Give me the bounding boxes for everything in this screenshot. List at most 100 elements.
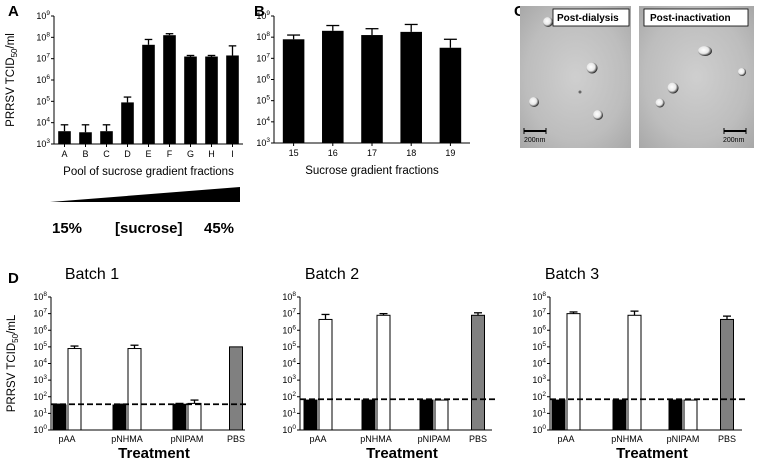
micrograph-left-label-box	[552, 8, 630, 27]
virus-particle	[543, 17, 553, 27]
x-tick-label: PBS	[718, 434, 736, 444]
y-tick-label: 106	[36, 74, 50, 85]
bar	[282, 39, 305, 143]
chart-a: 103 104 105 106 107 108 109 A B C D E F G H I PRRSV TCID…	[5, 10, 243, 178]
y-tick-label: 108	[532, 291, 546, 302]
x-tick-label: pAA	[557, 434, 574, 444]
bar	[361, 35, 383, 143]
y-tick-label: 107	[36, 53, 50, 64]
debris-speck	[578, 90, 582, 94]
panel-letter-a: A	[8, 3, 19, 20]
micrograph-right: Post-inactivation 200nm	[639, 6, 754, 148]
chart-d-batch-1: Batch 1 100 101 102 103 104 105 106 107 108 pAA pNH…	[6, 266, 248, 462]
batch-title: Batch 1	[65, 266, 119, 283]
x-tick-label: E	[145, 149, 151, 159]
x-tick-label: G	[187, 149, 194, 159]
y-tick-label: 107	[282, 308, 296, 319]
virus-particle	[529, 97, 539, 107]
y-tick-label: 105	[256, 95, 270, 106]
y-tick-label: 104	[36, 117, 50, 128]
y-tick-label: 109	[36, 10, 50, 21]
y-tick-label: 106	[256, 74, 270, 85]
bar	[58, 131, 71, 144]
bar	[163, 35, 176, 145]
y-tick-label: 109	[256, 10, 270, 21]
bar	[683, 399, 698, 431]
y-tick-label: 105	[282, 341, 296, 352]
y-tick-label: 107	[532, 308, 546, 319]
bar	[172, 403, 187, 431]
chart-b: 103 104 105 106 107 108 109 15 16 17 18 19 Sucrose g…	[256, 10, 470, 177]
x-tick-label: pNIPAM	[667, 434, 700, 444]
y-tick-label: 107	[33, 308, 47, 319]
y-tick-label: 104	[256, 116, 270, 127]
y-tick-label: 108	[256, 31, 270, 42]
y-tick-label: 100	[282, 424, 296, 435]
x-tick-label: I	[231, 149, 234, 159]
bar	[226, 55, 239, 144]
virus-particle	[738, 68, 746, 76]
x-tick-label: 15	[289, 148, 299, 158]
x-tick-label: H	[208, 149, 215, 159]
y-tick-label: 105	[36, 95, 50, 106]
bar	[67, 348, 82, 431]
y-tick-label: 108	[33, 291, 47, 302]
bar	[322, 30, 344, 143]
bar	[627, 314, 642, 431]
virus-particle	[655, 98, 665, 108]
gradient-low-label: 15%	[52, 220, 82, 237]
bar	[439, 47, 462, 143]
x-tick-label: 19	[445, 148, 455, 158]
bar	[112, 404, 127, 431]
y-tick-label: 103	[256, 137, 270, 148]
panel-letter-c: C	[514, 3, 525, 20]
x-axis-title: Pool of sucrose gradient fractions	[63, 166, 234, 178]
x-tick-label: pNIPAM	[171, 434, 204, 444]
bar	[612, 399, 627, 431]
y-tick-label: 103	[33, 374, 47, 385]
bar	[376, 314, 391, 431]
x-tick-label: PBS	[469, 434, 487, 444]
x-tick-label: 18	[406, 148, 416, 158]
y-tick-label: 101	[33, 407, 47, 418]
x-axis-title: Treatment	[118, 445, 190, 462]
bar	[720, 318, 734, 431]
micrograph-left: Post-dialysis 200nm	[520, 6, 631, 148]
y-tick-label: 107	[256, 52, 270, 63]
x-tick-label: pAA	[309, 434, 326, 444]
x-axis-title: Treatment	[366, 445, 438, 462]
x-tick-label: C	[103, 149, 110, 159]
y-tick-label: 101	[282, 407, 296, 418]
x-tick-label: D	[124, 149, 131, 159]
bar	[419, 399, 434, 431]
x-tick-label: pNHMA	[360, 434, 392, 444]
gradient-high-label: 45%	[204, 220, 234, 237]
x-tick-label: PBS	[227, 434, 245, 444]
bar	[303, 399, 318, 431]
micrograph-left-label: Post-dialysis	[557, 13, 619, 24]
bar	[361, 399, 376, 431]
x-tick-label: pAA	[58, 434, 75, 444]
bar	[668, 399, 683, 431]
panel-letter-b: B	[254, 3, 265, 20]
chart-d-batch-3: Batch 3 100 101 102 103 104 105 106 107 108 pAA pNH…	[532, 266, 745, 462]
y-tick-label: 106	[282, 324, 296, 335]
micrograph-right-label-box	[643, 8, 749, 27]
y-tick-label: 102	[532, 391, 546, 402]
y-tick-label: 101	[532, 407, 546, 418]
micrograph-right-label: Post-inactivation	[650, 13, 731, 24]
y-tick-label: 100	[33, 424, 47, 435]
virus-particle	[698, 46, 712, 56]
bar	[52, 404, 67, 431]
y-tick-label: 108	[36, 31, 50, 42]
y-tick-label: 103	[532, 374, 546, 385]
virus-particle	[667, 82, 679, 94]
y-tick-label: 106	[33, 324, 47, 335]
chart-d-batch-2: Batch 2 100 101 102 103 104 105 106 107 108 pAA pNH…	[282, 266, 495, 462]
bar	[100, 131, 113, 144]
bar	[471, 314, 485, 431]
y-tick-label: 100	[532, 424, 546, 435]
y-tick-label: 102	[33, 391, 47, 402]
y-tick-label: 104	[282, 358, 296, 369]
y-tick-label: 104	[33, 358, 47, 369]
